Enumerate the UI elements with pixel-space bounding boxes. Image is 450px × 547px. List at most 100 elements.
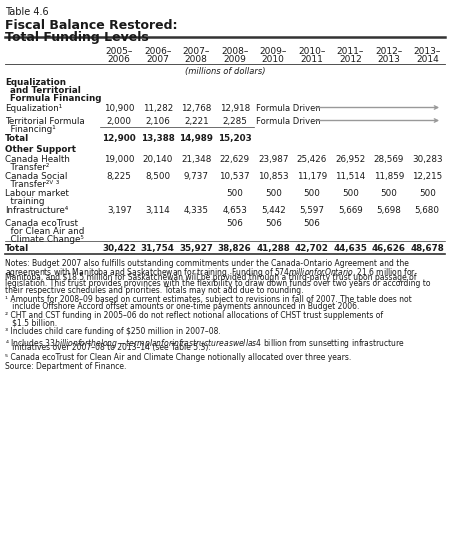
Text: 2010: 2010 [262, 55, 285, 64]
Text: Table 4.6: Table 4.6 [5, 7, 49, 17]
Text: 2007–: 2007– [183, 47, 210, 56]
Text: 8,225: 8,225 [107, 172, 132, 181]
Text: their respective schedules and priorities. Totals may not add due to rounding.: their respective schedules and prioritie… [5, 286, 303, 295]
Text: 2009: 2009 [223, 55, 246, 64]
Text: 48,678: 48,678 [410, 244, 444, 253]
Text: 5,698: 5,698 [376, 206, 401, 215]
Text: 2009–: 2009– [260, 47, 287, 56]
Text: for Clean Air and: for Clean Air and [5, 227, 85, 236]
Text: 2006: 2006 [108, 55, 130, 64]
Text: 2012: 2012 [339, 55, 362, 64]
Text: 2,106: 2,106 [145, 117, 170, 126]
Text: 10,853: 10,853 [258, 172, 288, 181]
Text: 500: 500 [380, 189, 397, 198]
Text: 12,900: 12,900 [103, 134, 136, 143]
Text: Total: Total [5, 134, 29, 143]
Text: 28,569: 28,569 [374, 155, 404, 164]
Text: 30,422: 30,422 [102, 244, 136, 253]
Text: 14,989: 14,989 [179, 134, 213, 143]
Text: 2012–: 2012– [375, 47, 402, 56]
Text: Infrastructure⁴: Infrastructure⁴ [5, 206, 68, 215]
Text: Canada ecoTrust: Canada ecoTrust [5, 219, 78, 228]
Text: Equalization: Equalization [5, 78, 66, 87]
Text: 500: 500 [342, 189, 359, 198]
Text: ³ Includes child care funding of $250 million in 2007–08.: ³ Includes child care funding of $250 mi… [5, 327, 221, 336]
Text: 46,626: 46,626 [372, 244, 406, 253]
Text: 11,859: 11,859 [374, 172, 404, 181]
Text: 25,426: 25,426 [297, 155, 327, 164]
Text: and Territorial: and Territorial [10, 86, 81, 95]
Text: 2011: 2011 [300, 55, 323, 64]
Text: 22,629: 22,629 [220, 155, 250, 164]
Text: 506: 506 [265, 219, 282, 228]
Text: ⁵ Canada ecoTrust for Clean Air and Climate Change notionally allocated over thr: ⁵ Canada ecoTrust for Clean Air and Clim… [5, 352, 351, 362]
Text: Equalization¹: Equalization¹ [5, 104, 62, 113]
Text: 506: 506 [226, 219, 243, 228]
Text: 2,221: 2,221 [184, 117, 208, 126]
Text: Territorial Formula: Territorial Formula [5, 117, 85, 126]
Text: Total: Total [5, 244, 29, 253]
Text: 2007: 2007 [146, 55, 169, 64]
Text: Notes: Budget 2007 also fulfills outstanding commitments under the Canada-Ontari: Notes: Budget 2007 also fulfills outstan… [5, 259, 409, 268]
Text: 5,597: 5,597 [299, 206, 324, 215]
Text: 12,215: 12,215 [412, 172, 442, 181]
Text: $1.5 billion.: $1.5 billion. [5, 318, 57, 327]
Text: 2013–: 2013– [414, 47, 441, 56]
Text: 2,000: 2,000 [107, 117, 132, 126]
Text: 2010–: 2010– [298, 47, 325, 56]
Text: Formula Driven: Formula Driven [256, 117, 321, 126]
Text: 500: 500 [226, 189, 243, 198]
Text: Manitoba, and $18.5 million for Saskatchewan will be provided through a third-pa: Manitoba, and $18.5 million for Saskatch… [5, 272, 417, 282]
Text: 5,680: 5,680 [415, 206, 440, 215]
Text: (millions of dollars): (millions of dollars) [185, 67, 265, 76]
Text: 2,285: 2,285 [222, 117, 247, 126]
Text: ² CHT and CST funding in 2005–06 do not reflect notional allocations of CHST tru: ² CHT and CST funding in 2005–06 do not … [5, 311, 383, 321]
Text: Other Support: Other Support [5, 145, 76, 154]
Text: 11,179: 11,179 [297, 172, 327, 181]
Text: 19,000: 19,000 [104, 155, 135, 164]
Text: 44,635: 44,635 [333, 244, 367, 253]
Text: 4,335: 4,335 [184, 206, 209, 215]
Text: 5,669: 5,669 [338, 206, 363, 215]
Text: Formula Driven: Formula Driven [256, 104, 321, 113]
Text: 5,442: 5,442 [261, 206, 286, 215]
Text: 10,900: 10,900 [104, 104, 135, 113]
Text: 31,754: 31,754 [141, 244, 175, 253]
Text: 15,203: 15,203 [218, 134, 252, 143]
Text: 20,140: 20,140 [143, 155, 173, 164]
Text: Climate Change⁵: Climate Change⁵ [5, 235, 84, 244]
Text: ¹ Amounts for 2008–09 based on current estimates, subject to revisions in fall o: ¹ Amounts for 2008–09 based on current e… [5, 295, 412, 304]
Text: 506: 506 [303, 219, 320, 228]
Text: 12,768: 12,768 [181, 104, 211, 113]
Text: initiatives over 2007–08 to 2013–14 (see Table 5.3).: initiatives over 2007–08 to 2013–14 (see… [5, 344, 211, 352]
Text: legislation. This trust provides provinces with the flexibility to draw down fun: legislation. This trust provides provinc… [5, 280, 431, 288]
Text: Canada Health: Canada Health [5, 155, 70, 164]
Text: 38,826: 38,826 [218, 244, 252, 253]
Text: 21,348: 21,348 [181, 155, 211, 164]
Text: Financing¹: Financing¹ [5, 125, 56, 134]
Text: Fiscal Balance Restored:: Fiscal Balance Restored: [5, 19, 177, 32]
Text: 4,653: 4,653 [222, 206, 247, 215]
Text: 2013: 2013 [377, 55, 400, 64]
Text: Transfer²: Transfer² [5, 163, 50, 172]
Text: 2005–: 2005– [106, 47, 133, 56]
Text: Total Funding Levels: Total Funding Levels [5, 31, 149, 44]
Text: agreements with Manitoba and Saskatchewan for training. Funding of $574 million : agreements with Manitoba and Saskatchewa… [5, 266, 416, 279]
Text: Labour market: Labour market [5, 189, 69, 198]
Text: 2011–: 2011– [337, 47, 364, 56]
Text: 42,702: 42,702 [295, 244, 328, 253]
Text: include Offshore Accord offset amounts or one-time payments announced in Budget : include Offshore Accord offset amounts o… [5, 302, 360, 311]
Text: 35,927: 35,927 [179, 244, 213, 253]
Text: 13,388: 13,388 [141, 134, 175, 143]
Text: training: training [5, 197, 45, 206]
Text: 3,114: 3,114 [145, 206, 170, 215]
Text: 11,282: 11,282 [143, 104, 173, 113]
Text: 30,283: 30,283 [412, 155, 442, 164]
Text: Source: Department of Finance.: Source: Department of Finance. [5, 362, 126, 371]
Text: 2014: 2014 [416, 55, 439, 64]
Text: 500: 500 [265, 189, 282, 198]
Text: Transfer²ⱽ ³: Transfer²ⱽ ³ [5, 180, 59, 189]
Text: 11,514: 11,514 [335, 172, 365, 181]
Text: 41,288: 41,288 [256, 244, 290, 253]
Text: 500: 500 [419, 189, 436, 198]
